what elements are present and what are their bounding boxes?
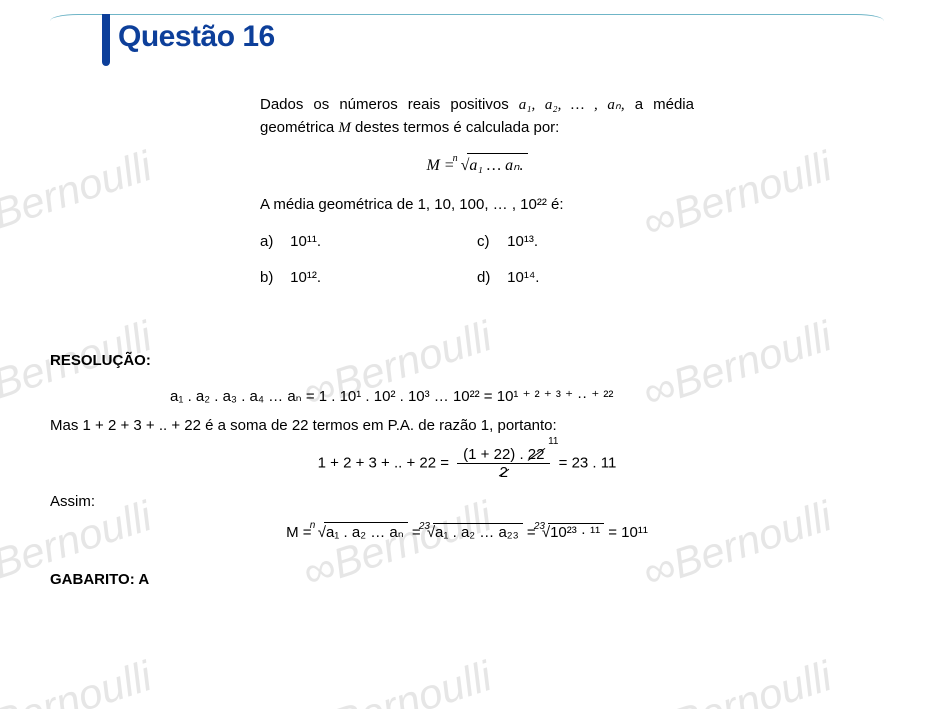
solution-final: M = n √a₁ . a₂ … aₙ = 23 √a₁ . a₂ … a₂₃ … [50, 522, 884, 541]
solution-step-3: 1 + 2 + 3 + .. + 22 = (1 + 22) . 22 11 2… [50, 446, 884, 481]
denominator: 2 [500, 464, 508, 481]
text: A média geométrica de [260, 196, 418, 213]
option-d: d) 10¹⁴. [477, 267, 694, 290]
watermark: ∞Bernoulli [0, 651, 158, 709]
numeric-sequence: 1, 10, 100, … , 10²² [418, 196, 547, 213]
root-index: n [453, 151, 458, 166]
option-b: b) 10¹². [260, 267, 477, 290]
root-index: 23 [419, 521, 430, 532]
problem-statement: Dados os números reais positivos a₁, a₂,… [260, 94, 694, 304]
cancel-value: 22 [528, 446, 545, 463]
header-rule [50, 14, 884, 21]
numerator-a: (1 + 22) . [463, 446, 528, 463]
question-header: Questão 16 [50, 20, 884, 54]
option-value: 10¹². [290, 269, 321, 286]
cancelled-22: 22 11 [528, 446, 545, 463]
option-label: a) [260, 231, 286, 254]
text: é: [551, 196, 564, 213]
option-a: a) 10¹¹. [260, 231, 477, 254]
option-value: 10¹¹. [290, 233, 321, 250]
root-index: 23 [534, 521, 545, 532]
cancel-result: 11 [548, 436, 558, 447]
option-c: c) 10¹³. [477, 231, 694, 254]
formula-geometric-mean: M = n √a₁ … aₙ. [260, 153, 694, 178]
question-title: Questão 16 [50, 20, 884, 54]
sum-lhs: 1 + 2 + 3 + .. + 22 = [318, 454, 454, 471]
text: destes termos é calculada por: [355, 119, 559, 136]
option-label: d) [477, 267, 503, 290]
sum-rhs: = 23 . 11 [559, 454, 617, 471]
solution-header: RESOLUÇÃO: [50, 352, 884, 369]
watermark: ∞Bernoulli [637, 651, 838, 709]
solution-step-1: a₁ . a₂ . a₃ . a₄ … aₙ = 1 . 10¹ . 10² .… [170, 387, 884, 405]
final-result: = 10¹¹ [608, 524, 648, 541]
option-value: 10¹³. [507, 233, 538, 250]
option-label: c) [477, 231, 503, 254]
root-index: n [310, 520, 316, 531]
header-accent-bar [102, 14, 110, 66]
option-value: 10¹⁴. [507, 269, 539, 286]
radicand: 10²³ · ¹¹ [548, 523, 604, 541]
solution-assim: Assim: [50, 493, 884, 510]
fraction: (1 + 22) . 22 11 2 [457, 446, 550, 481]
problem-line-1: Dados os números reais positivos a₁, a₂,… [260, 94, 694, 139]
answer-key: GABARITO: A [50, 571, 884, 588]
radicand: a₁ . a₂ … aₙ [324, 522, 408, 541]
solution-step-2: Mas 1 + 2 + 3 + .. + 22 é a soma de 22 t… [50, 417, 884, 434]
variable-m: M [338, 120, 351, 136]
radicand: a₁ . a₂ … a₂₃ [433, 523, 523, 541]
problem-line-2: A média geométrica de 1, 10, 100, … , 10… [260, 194, 694, 217]
cancelled-2: 2 [500, 464, 508, 481]
sequence-symbols: a₁, a₂, … , aₙ, [519, 97, 625, 113]
answer-options: a) 10¹¹. b) 10¹². c) 10¹³. d) 10 [260, 231, 694, 304]
option-label: b) [260, 267, 286, 290]
radicand: a₁ … aₙ. [467, 153, 527, 178]
text: Dados os números reais positivos [260, 96, 519, 113]
watermark: ∞Bernoulli [297, 651, 498, 709]
